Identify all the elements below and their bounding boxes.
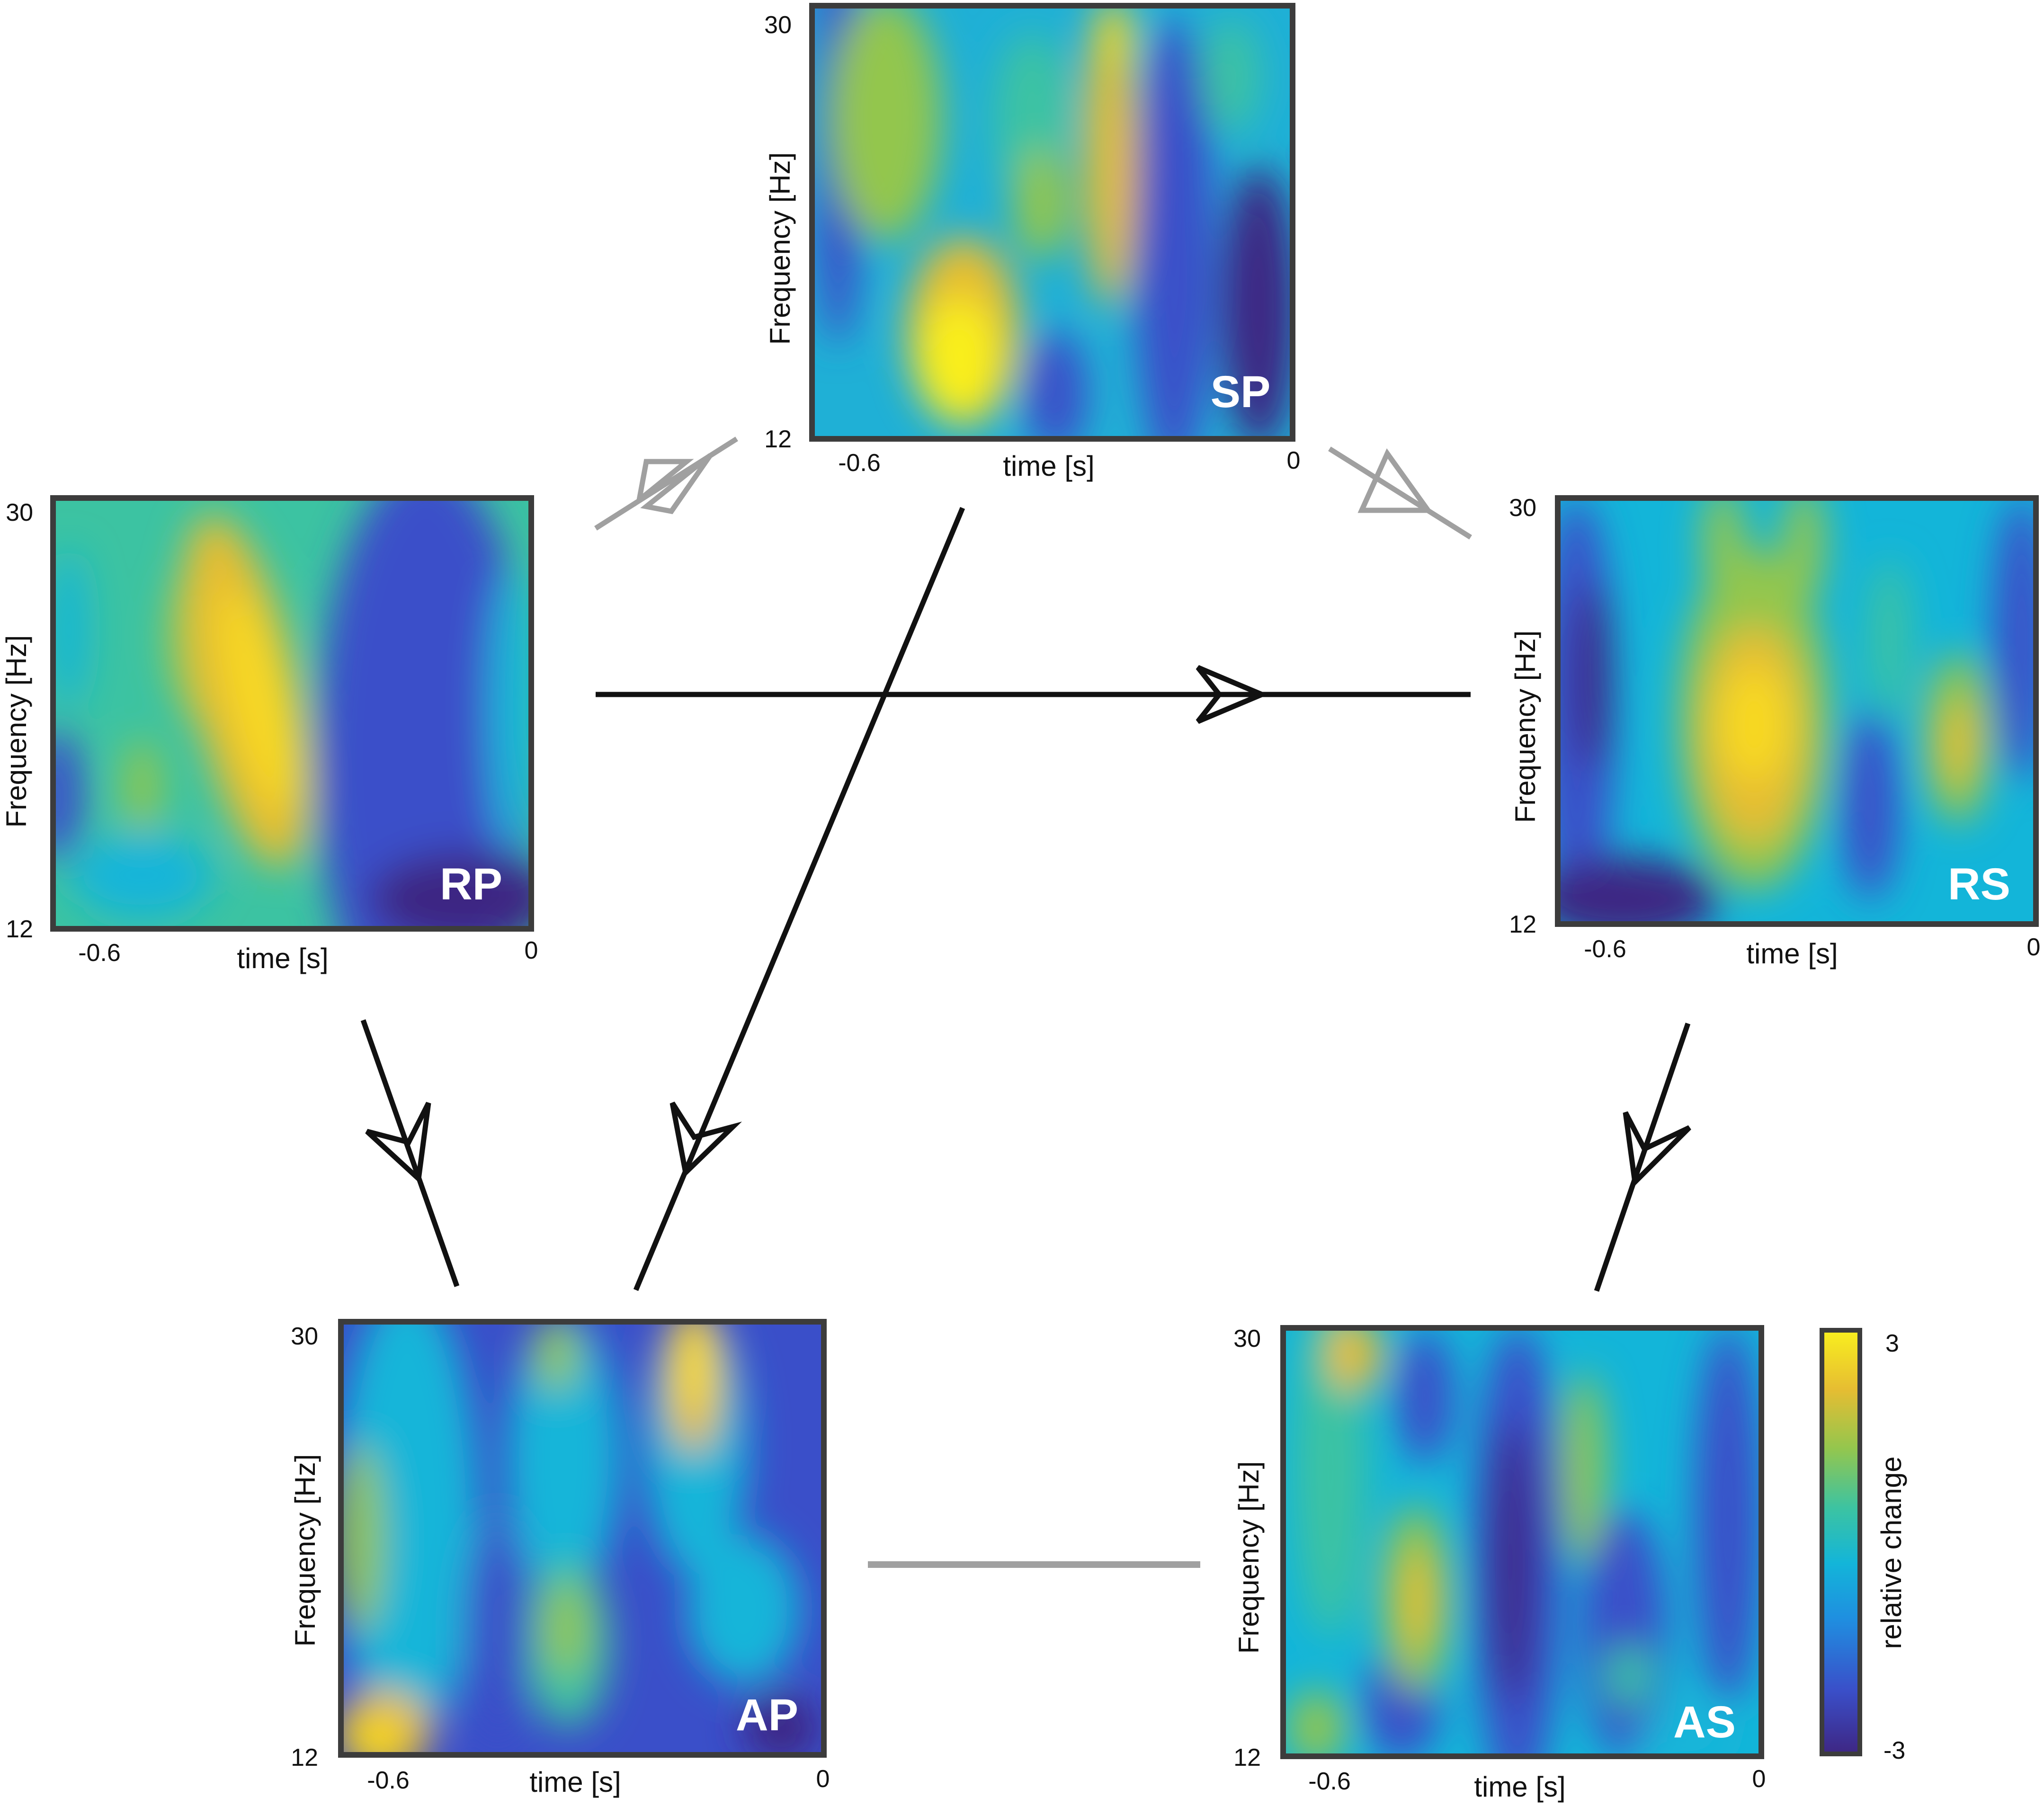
x-axis-label-rs: time [s] (1746, 938, 1838, 970)
frame-as (1280, 1325, 1764, 1759)
x-tick-right-as: 0 (1752, 1765, 1766, 1793)
panel-label-sp: SP (1211, 367, 1271, 417)
y-axis-label-as: Frequency [Hz] (1233, 1461, 1265, 1654)
y-axis-label-sp: Frequency [Hz] (764, 152, 796, 345)
y-tick-top-as: 30 (1233, 1325, 1261, 1352)
x-tick-right-ap: 0 (816, 1765, 830, 1793)
frame-rp (50, 495, 534, 932)
colorbar: 3 -3 relative change (1820, 1328, 1907, 1764)
x-tick-right-rp: 0 (525, 937, 538, 964)
frame-rs (1555, 495, 2039, 927)
panel-sp: SP 30 12 -0.6 0 time [s] Frequency [Hz] (764, 3, 1301, 482)
x-axis-label-rp: time [s] (237, 943, 328, 974)
y-tick-top-rs: 30 (1509, 494, 1536, 522)
x-tick-left-sp: -0.6 (838, 449, 881, 477)
connection-rs-as-black-arrow (1594, 1023, 1691, 1292)
y-axis-label-rs: Frequency [Hz] (1509, 631, 1541, 823)
y-tick-top-sp: 30 (764, 11, 792, 39)
colorbar-min-label: -3 (1883, 1737, 1905, 1764)
panel-as: AS 30 12 -0.6 0 time [s] Frequency [Hz] (1233, 1325, 1766, 1803)
panel-ap: AP 30 12 -0.6 0 time [s] Frequency [Hz] (289, 1319, 830, 1798)
panel-label-ap: AP (736, 1690, 798, 1740)
y-tick-bottom-rs: 12 (1509, 911, 1536, 938)
x-axis-label-sp: time [s] (1003, 450, 1094, 482)
y-tick-bottom-sp: 12 (764, 426, 792, 453)
frame-sp (809, 3, 1295, 442)
panel-label-rp: RP (440, 859, 502, 909)
heatmap-rp (53, 498, 531, 929)
frame-ap (338, 1319, 827, 1758)
y-tick-bottom-rp: 12 (6, 916, 33, 943)
colorbar-max-label: 3 (1885, 1330, 1899, 1357)
connection-rp-sp-bidirectional (594, 436, 738, 531)
y-tick-bottom-ap: 12 (291, 1744, 318, 1771)
y-tick-bottom-as: 12 (1233, 1744, 1261, 1771)
connection-sp-rs-gray-arrow (1328, 446, 1472, 540)
colorbar-axis-label: relative change (1875, 1457, 1907, 1649)
x-tick-left-rs: -0.6 (1584, 935, 1626, 963)
heatmap-as (1283, 1328, 1761, 1756)
connection-rp-ap-black-arrow (360, 1019, 460, 1287)
connection-rp-rs-black-arrow (596, 665, 1471, 724)
x-axis-label-as: time [s] (1474, 1771, 1565, 1803)
y-tick-top-ap: 30 (291, 1323, 318, 1350)
x-tick-left-as: -0.6 (1308, 1768, 1351, 1795)
connection-sp-ap-black-arrow (633, 507, 965, 1291)
heatmap-ap (341, 1322, 824, 1755)
y-axis-label-rp: Frequency [Hz] (0, 635, 32, 828)
panel-label-as: AS (1673, 1697, 1736, 1747)
x-tick-left-rp: -0.6 (78, 939, 121, 967)
x-tick-right-rs: 0 (2027, 934, 2041, 961)
x-tick-left-ap: -0.6 (367, 1767, 410, 1794)
heatmap-rs (1558, 498, 2036, 924)
y-tick-top-rp: 30 (6, 499, 33, 526)
x-tick-right-sp: 0 (1287, 447, 1301, 474)
panel-rs: RS 30 12 -0.6 0 time [s] Frequency [Hz] (1509, 494, 2041, 970)
heatmap-sp (812, 6, 1293, 439)
panel-rp: RP 30 12 -0.6 0 time [s] Frequency [Hz] (0, 495, 538, 974)
y-axis-label-ap: Frequency [Hz] (289, 1454, 321, 1647)
colorbar-gradient (1820, 1328, 1862, 1756)
x-axis-label-ap: time [s] (529, 1766, 621, 1798)
panel-label-rs: RS (1948, 859, 2010, 909)
